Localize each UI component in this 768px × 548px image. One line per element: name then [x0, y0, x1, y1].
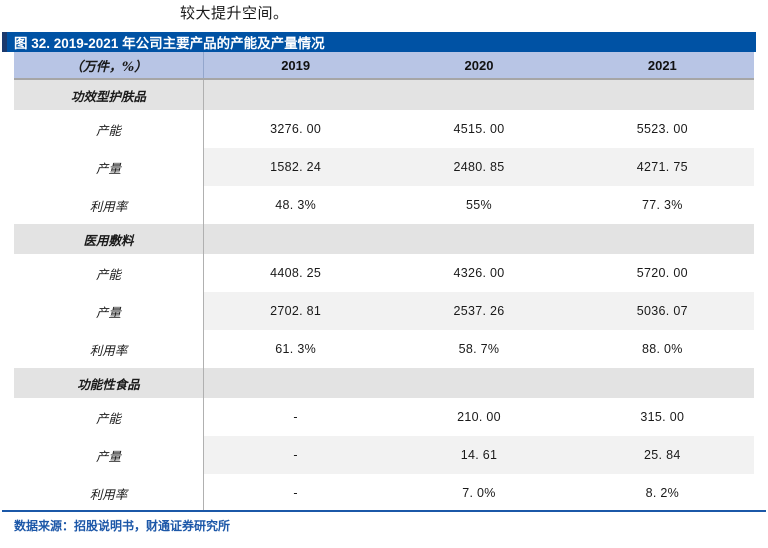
cell-value: 55%: [466, 198, 492, 212]
cell-value: 5523. 00: [636, 122, 688, 136]
table-row: 产能 4408. 25 4326. 00 5720. 00: [14, 254, 754, 292]
table-row: 利用率 - 7. 0% 8. 2%: [14, 474, 754, 512]
empty-cell: [571, 224, 754, 254]
empty-cell: [204, 224, 387, 254]
table-row: 产量 1582. 24 2480. 85 4271. 75: [14, 148, 754, 186]
row-label: 产量: [14, 292, 204, 330]
empty-cell: [204, 80, 387, 110]
unit-header-cell: （万件，%）: [14, 52, 204, 78]
cell-value: 4408. 25: [270, 266, 322, 280]
row-label: 利用率: [14, 186, 204, 224]
row-label: 利用率: [14, 474, 204, 512]
cell-value: 58. 7%: [458, 342, 500, 356]
cell-value: -: [204, 436, 388, 474]
year-header-2021: 2021: [647, 57, 677, 73]
empty-cell: [571, 368, 754, 398]
cell-value: 88. 0%: [641, 342, 683, 356]
group-label: 医用敷料: [14, 224, 204, 254]
figure-title: 图 32. 2019-2021 年公司主要产品的产能及产量情况: [14, 36, 325, 51]
cell-value: 3276. 00: [270, 122, 322, 136]
empty-cell: [387, 368, 570, 398]
year-header-2020: 2020: [464, 57, 494, 73]
empty-cell: [204, 368, 387, 398]
group-header-row: 功能性食品: [14, 368, 754, 398]
group-label: 功能性食品: [14, 368, 204, 398]
table-row: 利用率 61. 3% 58. 7% 88. 0%: [14, 330, 754, 368]
table-row: 产能 - 210. 00 315. 00: [14, 398, 754, 436]
cell-value: 1582. 24: [204, 148, 388, 186]
figure-title-bar: 图 32. 2019-2021 年公司主要产品的产能及产量情况: [2, 32, 756, 52]
cell-value: 2480. 85: [387, 148, 571, 186]
table-row: 产量 - 14. 61 25. 84: [14, 436, 754, 474]
group-header-row: 医用敷料: [14, 224, 754, 254]
cell-value: 14. 61: [387, 436, 571, 474]
group-label: 功效型护肤品: [14, 80, 204, 110]
source-note: 数据来源：招股说明书，财通证券研究所: [14, 519, 231, 533]
row-label: 产能: [14, 398, 204, 436]
cell-value: 8. 2%: [645, 486, 680, 500]
year-header-2019: 2019: [281, 57, 311, 73]
table-bottom-rule: [2, 510, 766, 512]
capacity-output-table: （万件，%） 2019 2020 2021 功效型护肤品 产能 3276. 00…: [14, 52, 754, 512]
row-label: 产量: [14, 148, 204, 186]
table-row: 产能 3276. 00 4515. 00 5523. 00: [14, 110, 754, 148]
empty-cell: [571, 80, 754, 110]
cell-value: 315. 00: [640, 410, 685, 424]
cell-value: 4271. 75: [570, 148, 754, 186]
row-label: 产能: [14, 110, 204, 148]
cell-value: 4515. 00: [453, 122, 505, 136]
cell-value: 4326. 00: [453, 266, 505, 280]
row-label: 产量: [14, 436, 204, 474]
cell-value: 2537. 26: [387, 292, 571, 330]
table-header-row: （万件，%） 2019 2020 2021: [14, 52, 754, 80]
row-label: 利用率: [14, 330, 204, 368]
cell-value: 48. 3%: [275, 198, 317, 212]
cell-value: 25. 84: [570, 436, 754, 474]
cell-value: -: [293, 486, 298, 500]
intro-text: 较大提升空间。: [180, 5, 289, 22]
row-label: 产能: [14, 254, 204, 292]
group-header-row: 功效型护肤品: [14, 80, 754, 110]
cell-value: 61. 3%: [275, 342, 317, 356]
table-row: 利用率 48. 3% 55% 77. 3%: [14, 186, 754, 224]
empty-cell: [387, 224, 570, 254]
cell-value: -: [293, 410, 298, 424]
cell-value: 210. 00: [457, 410, 501, 424]
cell-value: 7. 0%: [462, 486, 496, 500]
cell-value: 5720. 00: [636, 266, 688, 280]
cell-value: 2702. 81: [204, 292, 388, 330]
cell-value: 5036. 07: [570, 292, 754, 330]
cell-value: 77. 3%: [641, 198, 683, 212]
empty-cell: [387, 80, 570, 110]
table-row: 产量 2702. 81 2537. 26 5036. 07: [14, 292, 754, 330]
